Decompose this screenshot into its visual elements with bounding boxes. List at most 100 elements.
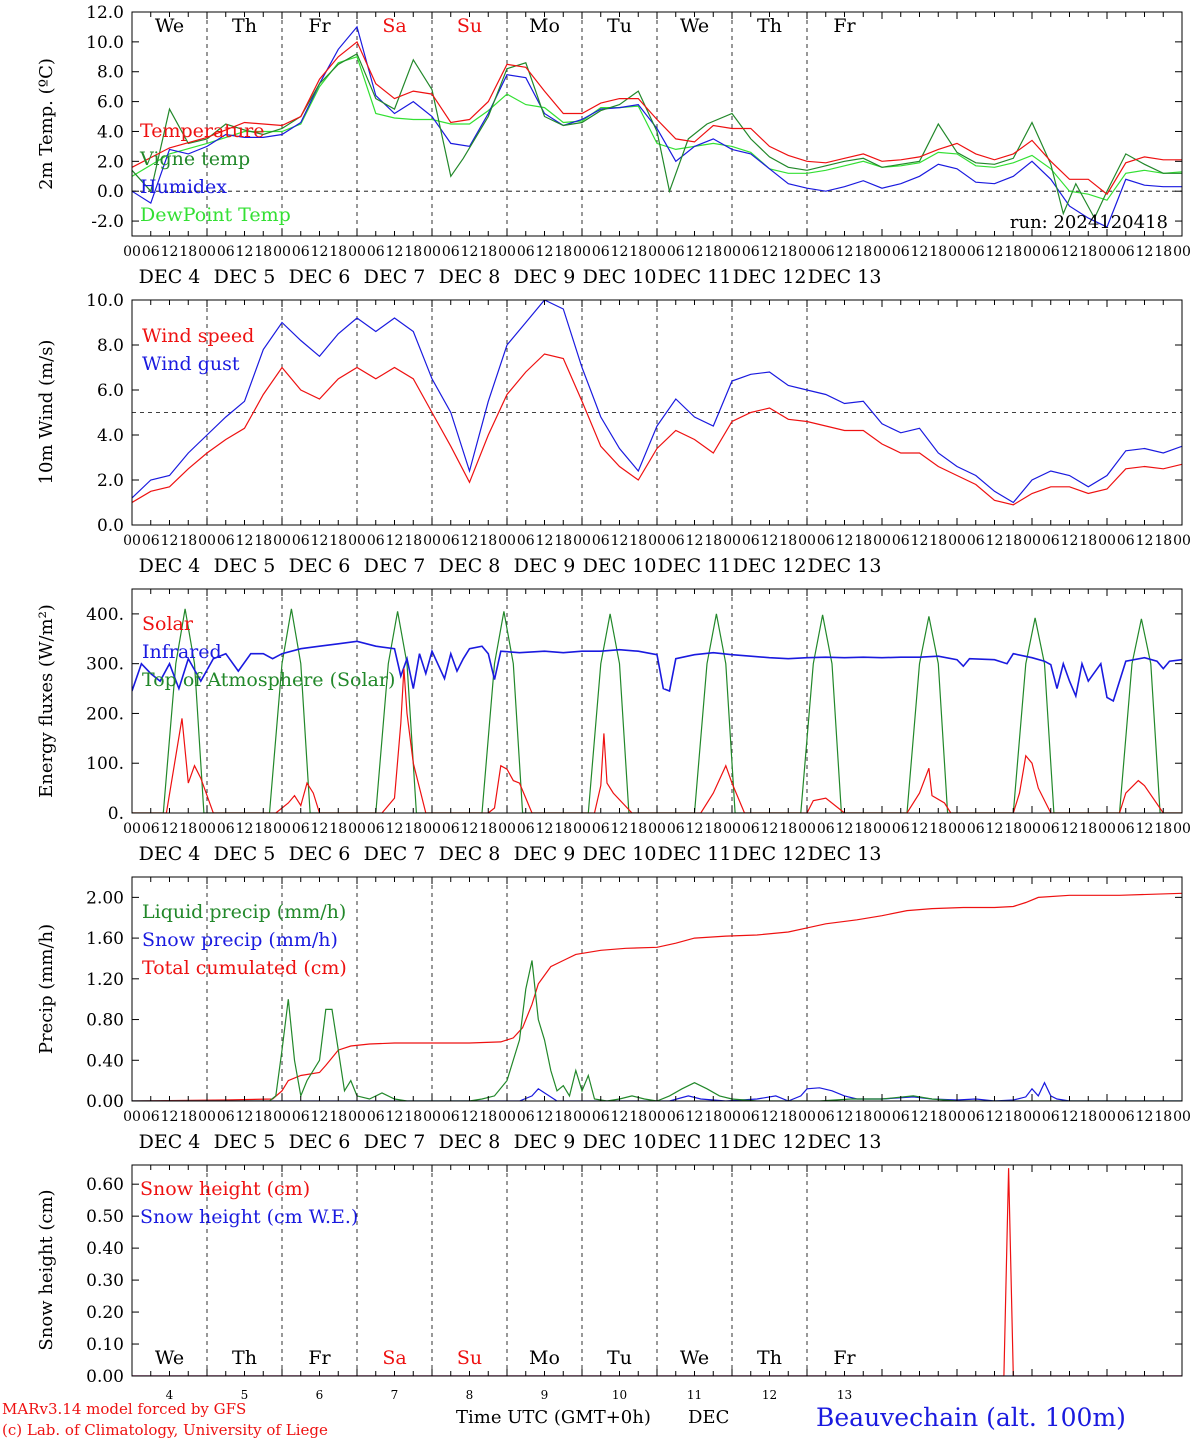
hour-label: 18	[704, 244, 722, 260]
hour-label: 06	[367, 1109, 385, 1125]
hour-label: 18	[779, 533, 797, 549]
hour-label: 12	[461, 533, 479, 549]
hour-label: 18	[929, 533, 947, 549]
hour-label: 00	[1098, 1109, 1116, 1125]
hour-label: 06	[517, 1109, 535, 1125]
weekday-label: Sa	[382, 1347, 406, 1369]
hour-label: 12	[536, 533, 554, 549]
hour-label: 12	[911, 821, 929, 837]
y-tick-label: 0.60	[86, 1175, 124, 1195]
hour-label: 06	[967, 244, 985, 260]
hour-label: 12	[911, 1109, 929, 1125]
y-tick-label: 0.0	[97, 182, 124, 202]
y-tick-label: 6.0	[97, 93, 124, 113]
y-axis-label: 10m Wind (m/s)	[36, 340, 57, 485]
hour-label: 12	[311, 1109, 329, 1125]
series-snow-height-cm	[132, 1168, 1182, 1376]
weekday-label: Fr	[833, 1347, 856, 1369]
hour-label: 18	[854, 533, 872, 549]
hour-label: 18	[329, 1109, 347, 1125]
hour-label: 18	[404, 533, 422, 549]
hour-label: 12	[1061, 1109, 1079, 1125]
hour-label: 06	[142, 1109, 160, 1125]
hour-label: 18	[929, 244, 947, 260]
footer: MARv3.14 model forced by GFS (c) Lab. of…	[2, 1400, 1126, 1439]
hour-label: 00	[798, 1109, 816, 1125]
hour-label: 12	[161, 1109, 179, 1125]
hour-label: 00	[1023, 533, 1041, 549]
hour-label: 12	[311, 821, 329, 837]
date-label: DEC 8	[439, 266, 501, 288]
date-label: DEC 11	[658, 1131, 732, 1153]
hour-label: 06	[217, 244, 235, 260]
date-label: DEC 13	[808, 266, 882, 288]
hour-label: 06	[292, 1109, 310, 1125]
date-label: DEC 12	[733, 555, 807, 577]
series-group	[132, 25, 1182, 228]
hour-label: 12	[386, 533, 404, 549]
hour-label: 00	[798, 244, 816, 260]
weekday-label: We	[680, 15, 709, 37]
model-credit: MARv3.14 model forced by GFS	[2, 1400, 246, 1418]
hour-label: 06	[742, 533, 760, 549]
hour-label: 18	[1154, 533, 1172, 549]
hour-label: 12	[686, 1109, 704, 1125]
hour-label: 06	[292, 821, 310, 837]
hour-label: 00	[198, 1109, 216, 1125]
hour-label: 18	[854, 821, 872, 837]
date-label: DEC 11	[658, 843, 732, 865]
hour-label: 18	[704, 821, 722, 837]
hour-label: 18	[1079, 244, 1097, 260]
series-humidex	[132, 25, 1182, 228]
hour-label: 06	[667, 1109, 685, 1125]
hour-label: 06	[442, 244, 460, 260]
hour-label: 06	[592, 821, 610, 837]
hour-label: 00	[198, 244, 216, 260]
hour-label: 12	[461, 1109, 479, 1125]
hour-label: 18	[329, 244, 347, 260]
hour-label: 00	[423, 821, 441, 837]
y-tick-label: 6.0	[97, 381, 124, 401]
hour-label: 06	[292, 533, 310, 549]
y-tick-label: 0.10	[86, 1335, 124, 1355]
hour-label: 06	[817, 821, 835, 837]
panel-1: 12.0 10.0 8.0 6.0 4.0 2.0 0.0 -2.0 2m Temp. (ºC)…	[36, 3, 1191, 288]
date-label: DEC 7	[364, 555, 426, 577]
hour-label: 12	[1061, 821, 1079, 837]
hour-label: 18	[1154, 821, 1172, 837]
panel-4: 2.00 1.60 1.20 0.80 0.40 0.00 Precip (mm/h) Liq…	[36, 876, 1191, 1153]
hour-label: 12	[611, 821, 629, 837]
date-label: DEC 4	[139, 843, 201, 865]
hour-label: 00	[498, 1109, 516, 1125]
hour-label: 12	[761, 244, 779, 260]
hour-label: 06	[142, 821, 160, 837]
hour-label: 06	[742, 1109, 760, 1125]
hour-label: 18	[479, 1109, 497, 1125]
day-number-label: 11	[687, 1388, 702, 1402]
hour-label: 12	[836, 244, 854, 260]
hour-label: 00	[723, 1109, 741, 1125]
y-axis-label: Energy fluxes (W/m²)	[36, 604, 57, 798]
hour-label: 00	[648, 1109, 666, 1125]
hour-label: 06	[517, 821, 535, 837]
hour-label: 18	[629, 533, 647, 549]
hour-label: 00	[1173, 533, 1191, 549]
hour-label: 06	[367, 533, 385, 549]
panels: 12.0 10.0 8.0 6.0 4.0 2.0 0.0 -2.0 2m Temp. (ºC)…	[36, 3, 1191, 1402]
hour-label: 06	[217, 821, 235, 837]
hour-label: 00	[948, 821, 966, 837]
hour-label: 18	[854, 244, 872, 260]
panel-3: 400. 300. 200. 100. 0. Energy fluxes (W/m²) So…	[36, 588, 1191, 865]
hour-label: 06	[892, 244, 910, 260]
date-label: DEC 5	[214, 555, 276, 577]
y-tick-label: 0.00	[86, 1092, 124, 1112]
series-top-of-atmosphere-solar	[132, 608, 1182, 813]
hour-label: 06	[292, 244, 310, 260]
hour-label: 06	[967, 1109, 985, 1125]
hour-label: 00	[723, 244, 741, 260]
hour-label: 06	[817, 244, 835, 260]
y-tick-label: -2.0	[91, 212, 124, 232]
series-temperature	[132, 40, 1182, 196]
day-number-label: 5	[241, 1388, 249, 1402]
series-solar	[132, 668, 1182, 813]
